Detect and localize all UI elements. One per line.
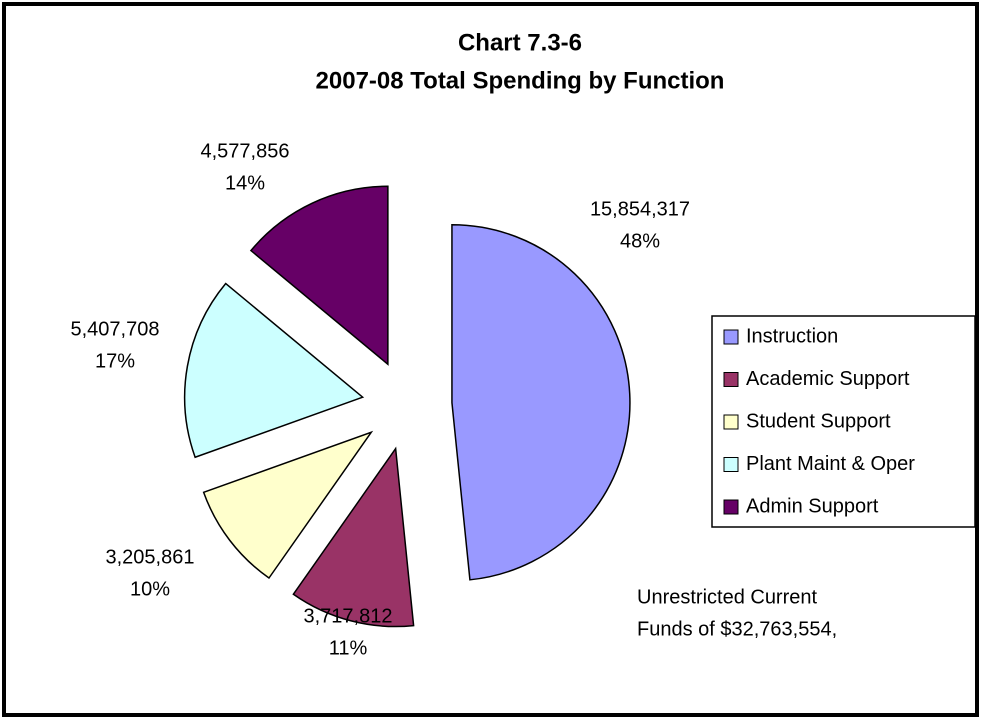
data-label: 10% — [130, 578, 170, 600]
data-label: 3,717,812 — [304, 605, 393, 627]
legend-label: Academic Support — [746, 368, 910, 390]
data-label: 15,854,317 — [590, 198, 690, 220]
legend-label: Plant Maint & Oper — [746, 453, 915, 475]
chart-subtitle: 2007-08 Total Spending by Function — [316, 67, 725, 94]
legend-label: Student Support — [746, 410, 891, 432]
pie-slice — [183, 282, 365, 459]
legend-swatch — [723, 414, 739, 430]
chart-title: Chart 7.3-6 — [458, 29, 582, 56]
legend-box — [711, 315, 976, 528]
legend-swatch — [723, 372, 739, 387]
legend-swatch — [723, 499, 739, 515]
data-label: 11% — [329, 637, 368, 659]
data-label: 3,205,861 — [106, 546, 195, 568]
pie-slice — [249, 185, 389, 366]
legend-label: Instruction — [746, 325, 838, 347]
legend-swatch — [723, 329, 739, 345]
annotation: Unrestricted Current — [637, 586, 818, 608]
data-label: 14% — [225, 172, 265, 194]
pie-slice — [292, 446, 415, 628]
data-label: 5,407,708 — [71, 318, 160, 340]
data-label: 48% — [620, 230, 660, 252]
pie-slice — [202, 430, 374, 580]
data-label: 17% — [95, 350, 135, 372]
legend-label: Admin Support — [746, 495, 879, 517]
legend-swatch — [723, 457, 739, 472]
data-label: 4,577,856 — [201, 140, 290, 162]
pie-slice — [451, 223, 631, 581]
annotation: Funds of $32,763,554, — [637, 618, 837, 640]
